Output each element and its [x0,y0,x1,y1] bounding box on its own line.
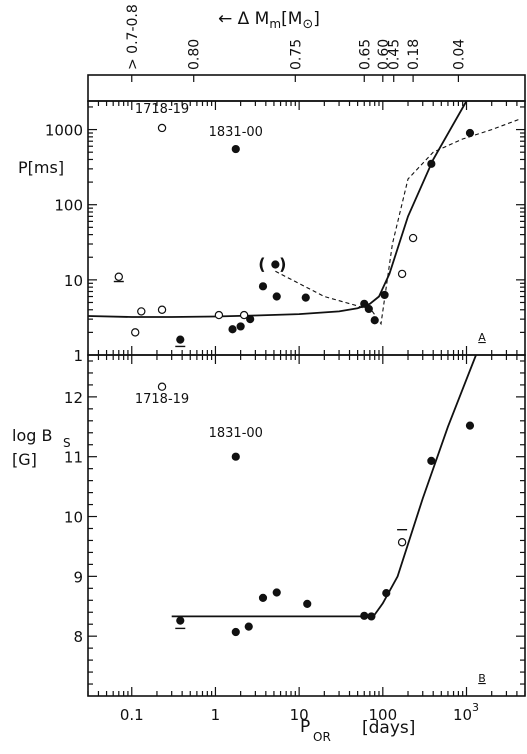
filled-data-point [465,128,475,138]
open-data-point [157,382,167,391]
top-axis-label-sub: m [269,17,281,31]
filled-data-point [272,292,281,301]
filled-data-point [246,315,255,324]
y-axis-label-b-unit: [G] [12,450,37,469]
filled-data-point [231,144,240,154]
y-axis-label-b-sub: S [63,436,71,450]
open-data-point [157,123,167,133]
y-tick-label: 9 [73,568,83,586]
open-data-point [214,310,224,320]
filled-data-point [380,290,389,300]
annotation-label: 1718-19 [135,102,189,117]
filled-data-point [272,588,281,597]
panel-tag: A [478,331,486,344]
filled-data-point [301,293,310,302]
x-tick-label-pow-base: 10 [453,706,472,724]
top-axis-label-main: ← Δ M [218,9,269,29]
y-tick-label: 10 [64,509,83,527]
dashed-line [275,118,522,326]
top-axis-label-close: ] [313,9,320,29]
top-axis-tick-label: > 0.7-0.8 [125,4,141,70]
top-axis-tick-label: 0.75 [288,39,304,70]
top-axis-tick-label: 0.18 [406,39,422,70]
x-axis-label-main: P [300,717,310,737]
top-axis-band [87,74,526,102]
top-axis-tick-label: 0.60 [376,39,392,70]
top-axis-label-tail: [M [281,9,302,29]
annotation-label: 1831-00 [209,426,263,441]
annotation-label: 1831-00 [209,125,263,140]
open-data-point [131,328,140,337]
filled-data-point [364,304,373,314]
filled-data-point [258,593,268,602]
fit-line [171,355,477,618]
top-axis-tick-label: 0.80 [187,39,203,70]
y-tick-label: 8 [73,628,83,646]
x-tick-label: 100 [368,706,397,724]
top-axis: > 0.7-0.8 0.80 0.75 0.65 0.600.45 0.18 0.04 [125,4,467,82]
filled-data-point [427,456,436,465]
open-data-point [408,233,418,243]
filled-data-point [176,616,185,625]
open-data-point [137,307,146,316]
filled-data-point [427,159,436,168]
filled-data-point [370,316,379,325]
open-data-point [157,305,167,314]
bottom-axis: 0.1 1 10 100 10 3 [120,701,479,724]
annotation-label: ( ) [258,255,290,274]
filled-data-point [258,282,268,291]
filled-data-point [271,260,280,269]
open-data-point [397,269,407,279]
panel-b-frame [87,354,526,697]
open-data-point [239,310,249,320]
x-tick-label: 0.1 [120,706,144,724]
y-tick-label: 11 [64,449,83,467]
y-tick-label: 12 [64,389,83,407]
filled-data-point [360,611,369,620]
filled-data-point [367,612,376,621]
x-tick-label: 1 [211,706,221,724]
top-axis-tick-label: 0.45 [387,39,403,70]
fit-line [88,101,468,318]
filled-data-point [231,452,240,461]
y-tick-label: 1 [73,347,83,365]
svg-text:← Δ Mm[M⊙]: ← Δ Mm[M⊙] [218,9,320,32]
y-axis-label-b-main: log B [12,426,52,445]
filled-data-point [465,421,475,430]
filled-data-point [231,627,240,637]
y-tick-label: 10 [64,272,83,290]
panel-a: 1 10 100 1000 1718-19 1831-00 ( ) A P[ms] [18,101,525,365]
filled-data-point [303,599,312,608]
open-data-point [397,538,407,547]
y-axis-label-a: P[ms] [18,158,64,177]
x-axis-label-sub: OR [313,730,331,744]
x-axis-label-unit: [days] [362,718,415,738]
y-tick-label: 1000 [45,122,83,140]
filled-data-point [382,589,391,598]
filled-data-point [236,322,245,331]
filled-data-point [228,325,237,334]
annotation-label: 1718-19 [135,392,189,407]
top-axis-tick-label: 0.65 [357,39,373,70]
filled-data-point [360,299,369,308]
top-axis-label: ← Δ Mm[M⊙] [218,9,320,32]
filled-data-point [176,335,185,344]
filled-data-point [244,622,253,631]
bottom-axis-label: P OR [days] [300,717,415,744]
top-axis-tick-label: 0.04 [451,39,467,70]
x-tick-label-pow-exp: 3 [472,701,479,714]
top-axis-label-sun: ⊙ [302,17,313,32]
y-tick-label: 100 [54,197,83,215]
panel-tag: B [478,672,486,685]
open-data-point [114,272,123,281]
x-tick-label: 10 [290,706,309,724]
